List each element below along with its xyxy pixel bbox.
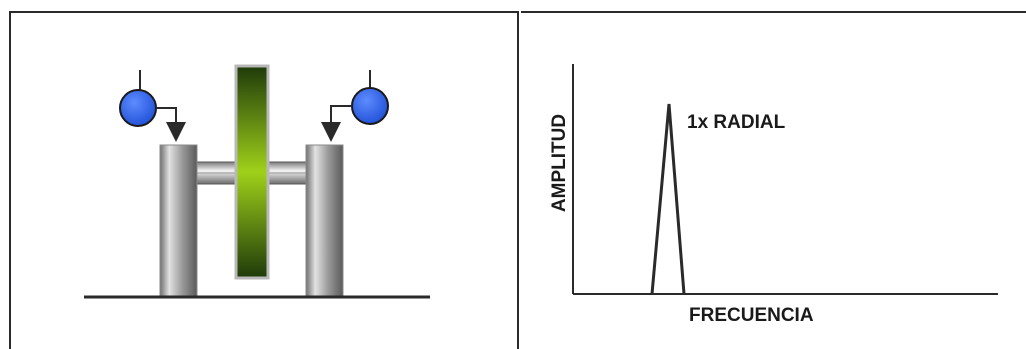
- left-panel-frame: [9, 11, 519, 349]
- right-sensor-lead: [330, 105, 352, 124]
- right-sensor-icon: [351, 87, 389, 125]
- y-axis-label: AMPLITUD: [549, 114, 570, 212]
- left-sensor-lead: [156, 107, 177, 124]
- spectrum-panel: 1x RADIAL FRECUENCIA AMPLITUD: [521, 0, 1026, 349]
- peak-label: 1x RADIAL: [687, 112, 786, 133]
- right-bearing: [305, 144, 344, 298]
- left-bearing: [159, 144, 198, 298]
- right-sensor-arrow-icon: [321, 122, 341, 142]
- left-sensor: [119, 70, 186, 142]
- left-sensor-icon: [119, 89, 157, 127]
- spectrum-svg: 1x RADIAL FRECUENCIA AMPLITUD: [521, 11, 1026, 326]
- rotor-disc: [234, 64, 270, 280]
- spectrum-peak-1x: [650, 103, 686, 295]
- machine-diagram-svg: [9, 11, 519, 349]
- left-sensor-arrow-icon: [166, 122, 186, 142]
- right-sensor: [321, 70, 389, 142]
- x-axis-label: FRECUENCIA: [689, 305, 814, 326]
- machine-diagram-panel: [9, 11, 519, 349]
